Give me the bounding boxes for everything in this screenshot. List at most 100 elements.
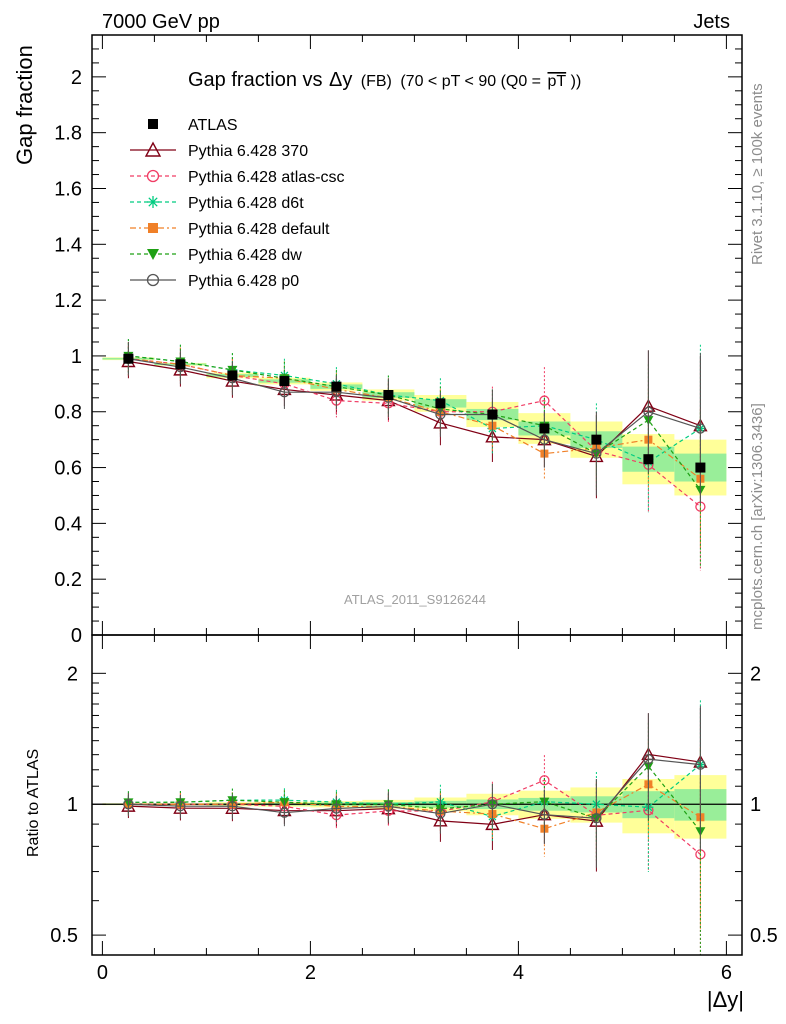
- ratio-series-line: [128, 779, 701, 855]
- marker-data: [279, 376, 290, 387]
- series-line: [128, 355, 701, 463]
- y-tick-label: 0.8: [54, 402, 82, 424]
- header-left: 7000 GeV pp: [102, 11, 220, 33]
- marker-circle: [175, 801, 186, 812]
- marker-circle: [539, 434, 550, 445]
- plot-frames: [91, 34, 743, 956]
- legend-label: ATLAS: [188, 117, 238, 134]
- x-axis-title: |Δy|: [707, 987, 744, 1012]
- ratio-series: [121, 700, 708, 955]
- legend-entry-6: Pythia 6.428 p0: [130, 273, 299, 290]
- marker-data: [591, 434, 602, 445]
- ratio-data-bands: [102, 775, 727, 839]
- legend-label: Pythia 6.428 dw: [188, 247, 302, 264]
- y-tick-label: 0.2: [54, 569, 82, 591]
- y-tick-label: 0.4: [54, 513, 82, 535]
- marker-triangle: [144, 141, 162, 157]
- marker-circle: [539, 809, 550, 820]
- ratio-series-line: [128, 765, 701, 832]
- analysis-watermark: ATLAS_2011_S9126244: [344, 592, 486, 607]
- legend-entry-4: Pythia 6.428 default: [130, 221, 330, 238]
- legend: ATLAS Pythia 6.428 370 Pythia 6.428 atlas-…: [130, 117, 345, 290]
- ratio-tick-label: 1: [67, 794, 78, 816]
- marker-circle: [539, 775, 550, 786]
- legend-label: Pythia 6.428 atlas-csc: [188, 169, 345, 186]
- chart-title: Gap fraction vs Δy (FB) (70 < pT < 90 (Q…: [188, 69, 581, 91]
- legend-entry-0: ATLAS: [148, 117, 238, 134]
- marker-data: [383, 390, 394, 400]
- marker-circle: [591, 813, 602, 824]
- y-tick-label: 1.2: [54, 290, 82, 312]
- ratio-tick-label-right: 1: [750, 794, 761, 816]
- y-tick-label: 1.8: [54, 123, 82, 145]
- legend-label: Pythia 6.428 p0: [188, 273, 299, 290]
- y-tick-label: 0.6: [54, 458, 82, 480]
- legend-entry-1: Pythia 6.428 370: [130, 141, 308, 160]
- ratio-series-1: [123, 755, 706, 955]
- marker-circle: [591, 448, 602, 459]
- marker-circle: [435, 409, 446, 420]
- legend-entry-3: Pythia 6.428 d6t: [130, 195, 304, 212]
- x-tick-label: 6: [721, 962, 732, 984]
- title-range-post: )): [571, 73, 582, 90]
- axis-tick-labels: 0 2 4 6 0 0.2 0.4 0.6 0.8 1 1.2 1.4 1.6 1.8 2 0.5 0.5 1 1 2…: [50, 67, 778, 984]
- marker-data: [175, 359, 186, 370]
- y-axis-title: Gap fraction: [12, 45, 37, 165]
- ratio-series-line: [128, 758, 701, 819]
- marker-circle: [435, 808, 446, 819]
- marker-circle: [279, 387, 290, 398]
- header-right: Jets: [693, 11, 730, 33]
- ratio-frame: [91, 634, 743, 956]
- atlas-data-points: [123, 353, 706, 473]
- axis-ticks: [92, 34, 742, 955]
- title-main: Gap fraction vs: [188, 69, 323, 91]
- mcplots-label: mcplots.cern.ch [arXiv:1306.3436]: [749, 403, 766, 630]
- marker-data: [123, 353, 134, 364]
- legend-entry-2: Pythia 6.428 atlas-csc: [130, 169, 345, 186]
- y-tick-label: 0: [71, 625, 82, 647]
- marker-circle: [695, 759, 706, 770]
- title-range-pt: pT: [547, 73, 566, 90]
- marker-circle: [695, 423, 706, 434]
- ratio-series-3: [124, 741, 705, 929]
- title-fb: (FB): [361, 73, 392, 90]
- main-data-bands: [102, 357, 727, 496]
- rivet-label: Rivet 3.1.10, ≥ 100k events: [749, 83, 766, 265]
- marker-data: [435, 398, 446, 409]
- star-stroke: [148, 197, 158, 207]
- ratio-axis-title: Ratio to ATLAS: [25, 749, 42, 857]
- x-tick-label: 2: [305, 962, 316, 984]
- marker-triangle-down: [147, 249, 159, 260]
- x-tick-label: 4: [513, 962, 524, 984]
- legend-label: Pythia 6.428 default: [188, 221, 330, 238]
- marker-circle: [643, 753, 654, 765]
- legend-label: Pythia 6.428 d6t: [188, 195, 304, 212]
- ratio-tick-label: 0.5: [50, 925, 78, 947]
- marker-data: [643, 454, 654, 465]
- y-tick-label: 1.6: [54, 178, 82, 200]
- marker-circle: [487, 799, 498, 810]
- marker-circle: [227, 801, 238, 812]
- marker-data: [695, 462, 706, 473]
- marker-data: [487, 409, 498, 420]
- marker-circle: [146, 169, 160, 183]
- marker-circle: [383, 801, 394, 812]
- legend-label: Pythia 6.428 370: [188, 143, 308, 160]
- series-line: [128, 358, 701, 455]
- y-tick-label: 1: [71, 346, 82, 368]
- marker-data: [331, 381, 342, 392]
- marker-data: [148, 119, 158, 129]
- y-tick-label: 2: [71, 67, 82, 89]
- y-tick-label: 1.4: [54, 234, 82, 256]
- ratio-tick-label-right: 0.5: [750, 925, 778, 947]
- marker-data: [227, 370, 238, 381]
- marker-square: [148, 223, 158, 233]
- ratio-series-4: [123, 722, 706, 955]
- marker-circle: [539, 395, 550, 406]
- marker-circle: [146, 273, 160, 287]
- marker-circle: [643, 406, 654, 417]
- marker-star: [147, 196, 159, 208]
- marker-circle: [123, 799, 134, 810]
- marker-circle: [279, 807, 290, 818]
- ratio-tick-label: 2: [67, 663, 78, 685]
